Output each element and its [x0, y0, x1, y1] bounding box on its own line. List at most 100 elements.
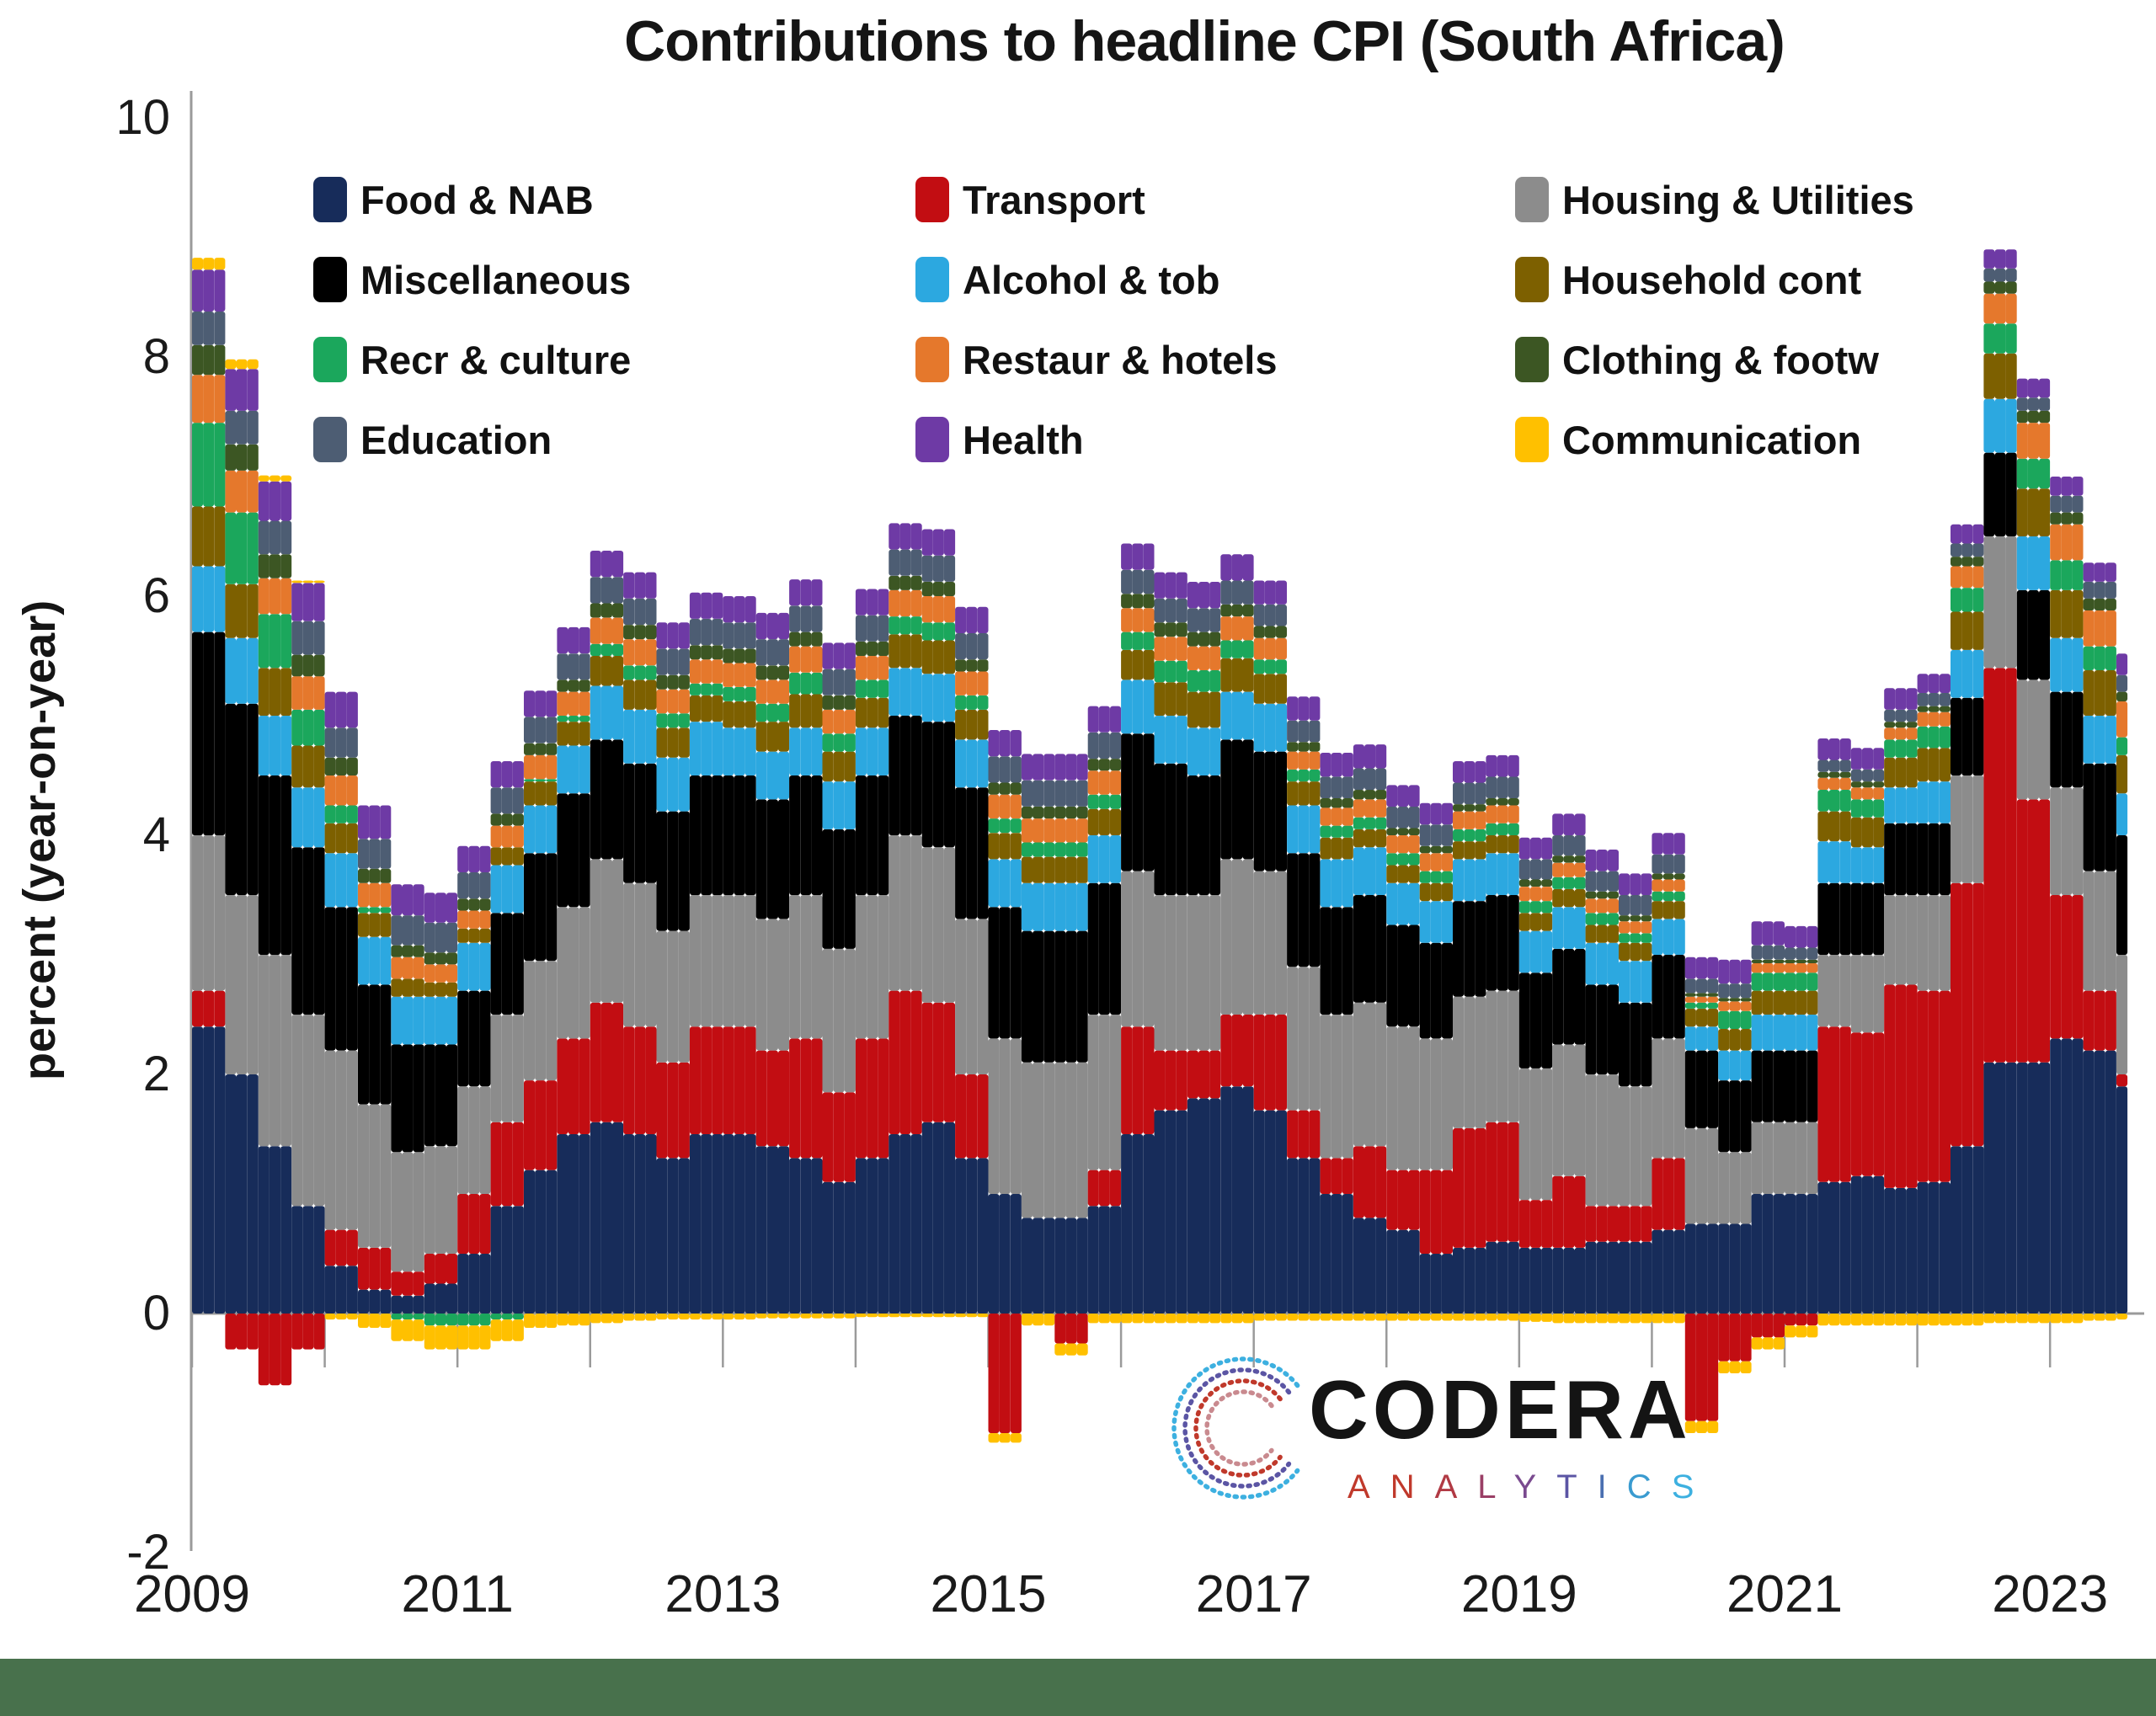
bar-segment [1696, 996, 1708, 1003]
bar-segment [1828, 759, 1840, 772]
bar-segment [712, 1026, 723, 1134]
bar-segment [2050, 524, 2062, 561]
bar-segment [1353, 895, 1364, 1003]
bar-segment [346, 775, 358, 806]
bar-segment [2050, 512, 2062, 525]
bar-segment [1961, 1314, 1973, 1326]
bar-segment [1464, 859, 1476, 902]
bar-segment [512, 1206, 524, 1314]
bar-segment [1242, 580, 1254, 605]
bar-segment [1928, 726, 1940, 749]
bar-segment [744, 895, 756, 1027]
bar-segment [1673, 873, 1685, 880]
bar-segment [2016, 679, 2028, 800]
bar-segment [280, 775, 292, 955]
bar-segment [645, 1314, 657, 1321]
bar-segment [1673, 879, 1685, 892]
bar-segment [468, 910, 480, 929]
bar-segment [755, 722, 767, 752]
bar-segment [1619, 1314, 1630, 1324]
bar-segment [1740, 1050, 1752, 1081]
bar-segment [269, 1146, 280, 1314]
bar-segment [457, 872, 469, 899]
bar-segment [1928, 781, 1940, 823]
bar-segment [1785, 962, 1796, 973]
bar-segment [1552, 1247, 1564, 1314]
bar-segment [1773, 1122, 1785, 1194]
bar-segment [512, 1314, 524, 1320]
bar-segment [755, 1314, 767, 1319]
bar-segment [192, 269, 204, 312]
bar-segment [1242, 1086, 1254, 1314]
bar-segment [1641, 933, 1652, 943]
bar-segment [955, 1158, 967, 1314]
bar-segment [1054, 856, 1066, 883]
bar-segment [335, 853, 347, 908]
bar-segment [2105, 990, 2116, 1051]
bar-segment [413, 1314, 424, 1320]
bar-segment [1331, 907, 1342, 1015]
bar-segment [568, 1038, 579, 1134]
bar-segment [744, 1026, 756, 1134]
bar-segment [1497, 895, 1508, 991]
bar-segment [1684, 993, 1696, 997]
bar-segment [1630, 895, 1641, 916]
bar-segment [457, 1086, 469, 1194]
bar-segment [1884, 722, 1896, 728]
bar-segment [1497, 853, 1508, 895]
bar-segment [1430, 1254, 1442, 1314]
bar-segment [1275, 580, 1287, 605]
bar-segment [1375, 744, 1387, 769]
bar-segment [1375, 1314, 1387, 1321]
bar-segment [1652, 833, 1663, 855]
bar-segment [1906, 757, 1918, 788]
bar-segment [1408, 925, 1420, 1027]
bar-segment [966, 1158, 978, 1314]
bar-segment [678, 713, 690, 728]
bar-segment [1983, 281, 1995, 294]
bar-segment [2005, 1062, 2017, 1314]
bar-segment [214, 312, 226, 345]
bar-segment [988, 1038, 1000, 1194]
bar-segment [1961, 543, 1973, 557]
bar-segment [1740, 983, 1752, 999]
bar-segment [1198, 775, 1210, 895]
bar-segment [1951, 524, 1962, 544]
bar-segment [1065, 882, 1077, 931]
bar-segment [1309, 967, 1321, 1111]
bar-segment [1242, 1015, 1254, 1087]
bar-segment [1839, 1181, 1851, 1314]
bar-segment [678, 1062, 690, 1159]
bar-segment [921, 622, 933, 641]
bar-segment [1972, 697, 1984, 775]
bar-segment [2116, 754, 2128, 794]
bar-segment [413, 957, 424, 979]
bar-segment [1264, 637, 1276, 660]
bar-segment [1253, 637, 1265, 660]
bar-segment [977, 709, 989, 740]
bar-segment [369, 913, 381, 937]
bar-segment [1253, 871, 1265, 1015]
bar-segment [1464, 841, 1476, 860]
bar-segment [1453, 1247, 1465, 1314]
bar-segment [380, 882, 392, 908]
bar-segment [435, 1325, 446, 1350]
bar-segment [789, 605, 801, 632]
bar-segment [612, 1002, 624, 1122]
bar-segment [413, 884, 424, 916]
bar-segment [1021, 754, 1033, 781]
bar-segment [932, 529, 944, 556]
bar-segment [2072, 691, 2084, 788]
bar-segment [932, 1314, 944, 1318]
bar-segment [855, 656, 867, 680]
bar-segment [1652, 919, 1663, 955]
bar-segment [2105, 1314, 2116, 1321]
bar-segment [1275, 1015, 1287, 1111]
bar-segment [2016, 488, 2028, 536]
bar-segment [203, 990, 215, 1027]
bar-segment [2050, 477, 2062, 496]
bar-segment [755, 679, 767, 704]
bar-segment [1298, 720, 1310, 743]
bar-segment [966, 919, 978, 1074]
